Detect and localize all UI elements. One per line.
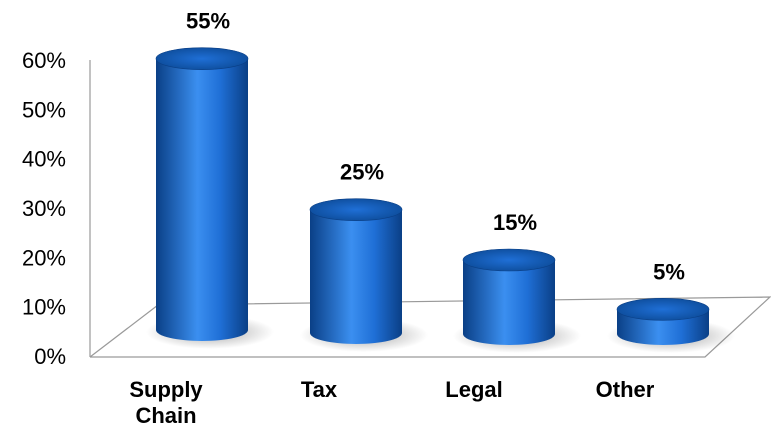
x-tick-label: Other	[596, 377, 655, 402]
data-label: 15%	[493, 210, 537, 235]
bar	[146, 47, 274, 349]
x-tick-label: Supply Chain	[129, 377, 203, 428]
bar-top	[462, 248, 556, 272]
y-tick-label: 0%	[34, 344, 66, 369]
bar-top	[309, 198, 403, 221]
floor-outline	[89, 296, 771, 358]
bar-body	[310, 209, 402, 344]
bar	[607, 298, 735, 353]
bar-body	[156, 58, 248, 342]
x-axis: Supply Chain Tax Legal Other	[129, 377, 654, 428]
data-label: 55%	[186, 9, 230, 34]
y-tick-label: 10%	[22, 295, 66, 320]
y-tick-label: 30%	[22, 196, 66, 221]
y-tick-label: 50%	[22, 97, 66, 122]
x-tick-label: Legal	[445, 377, 502, 402]
bar-body	[463, 260, 555, 345]
x-tick-label: Tax	[301, 377, 338, 402]
bar	[300, 198, 428, 352]
chart-floor	[89, 60, 771, 358]
bar-series: 55% 25% 15% 5%	[146, 9, 735, 353]
bar-top	[155, 47, 249, 70]
y-tick-label: 20%	[22, 245, 66, 270]
bar	[453, 248, 581, 353]
y-tick-label: 40%	[22, 147, 66, 172]
bar-top	[616, 298, 710, 321]
y-tick-label: 60%	[22, 48, 66, 73]
data-label: 5%	[653, 259, 685, 284]
y-axis: 0% 10% 20% 30% 40% 50% 60%	[22, 48, 66, 369]
data-label: 25%	[340, 160, 384, 185]
